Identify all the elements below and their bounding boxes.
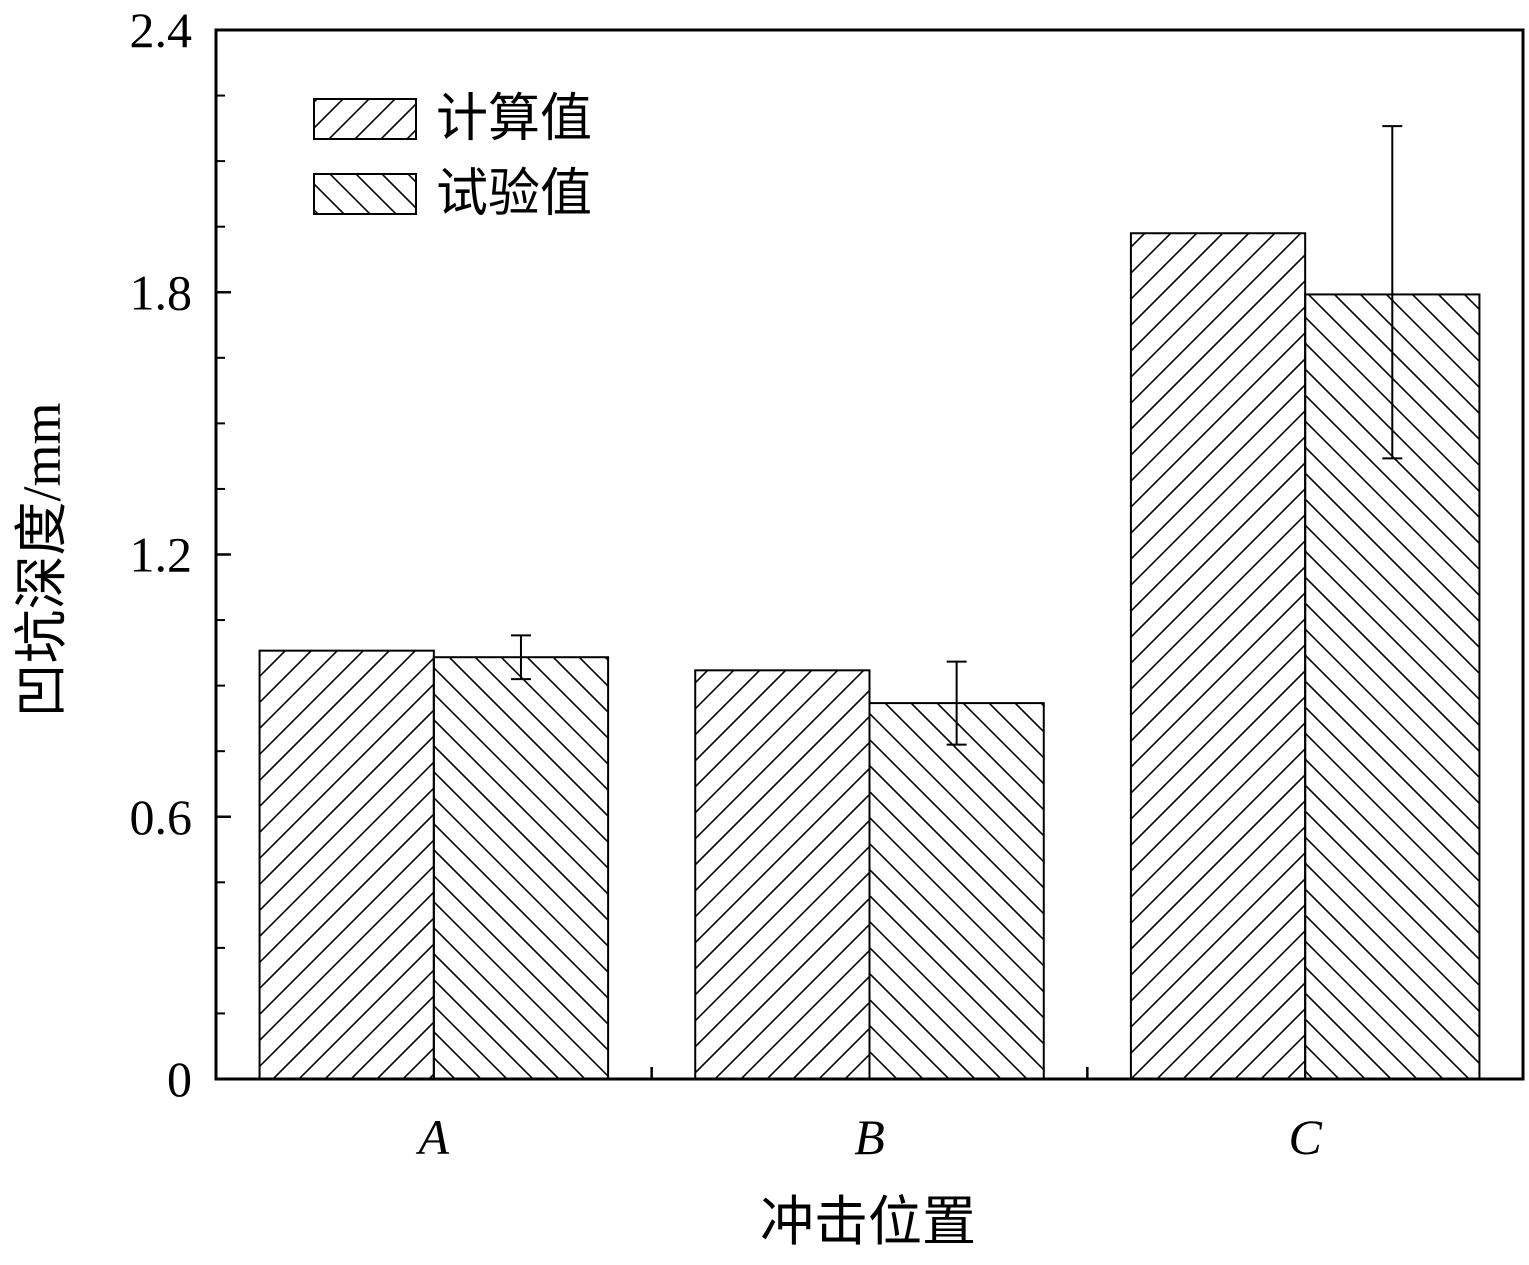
- legend-label-series-2: 试验值: [436, 166, 592, 223]
- x-axis-title: 冲击位置: [760, 1192, 976, 1252]
- y-tick-label: 1.2: [130, 527, 193, 583]
- bar-A-series-1: [258, 649, 435, 1080]
- bar-C-series-1: [1129, 232, 1307, 1080]
- y-axis-title: 凹坑深度/mm: [12, 402, 72, 717]
- legend-label-series-1: 计算值: [436, 91, 592, 148]
- x-axis-ticks: A B C: [416, 1067, 1322, 1165]
- x-tick-label-C: C: [1288, 1109, 1322, 1165]
- legend-swatch-series-2: [313, 173, 417, 215]
- y-tick-label: 2.4: [130, 2, 193, 58]
- bar-B-series-2: [868, 702, 1045, 1080]
- bars: [258, 232, 1481, 1081]
- y-tick-label: 1.8: [130, 264, 193, 320]
- x-tick-label-A: A: [416, 1109, 450, 1165]
- legend: 计算值 试验值: [313, 91, 592, 223]
- y-axis-ticks: 0 0.6 1.2 1.8 2.4: [130, 2, 231, 1107]
- y-tick-label: 0.6: [130, 789, 193, 845]
- bar-A-series-2: [432, 656, 610, 1081]
- legend-swatch-series-1: [313, 98, 417, 140]
- y-tick-label: 0: [167, 1051, 192, 1107]
- x-tick-label-B: B: [854, 1109, 885, 1165]
- error-bars: [510, 125, 1403, 746]
- bar-B-series-1: [694, 669, 871, 1080]
